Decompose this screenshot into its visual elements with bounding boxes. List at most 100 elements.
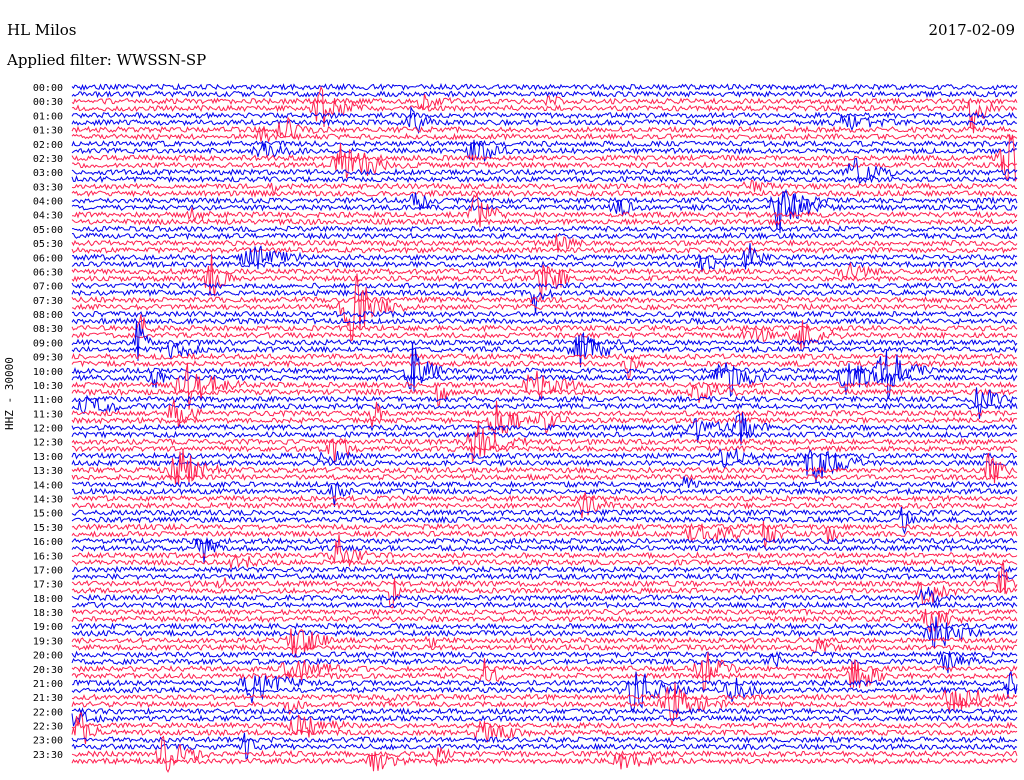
trace-row-1 [71,89,1018,99]
row-label: 11:30 [33,409,63,420]
trace-row-89 [71,710,1018,727]
trace-row-37 [71,331,1018,368]
trace-row-47 [71,400,1018,441]
trace-row-2 [71,93,1018,111]
trace-row-58 [71,494,1018,503]
trace-row-0 [71,82,1018,92]
row-label: 18:30 [33,608,63,619]
row-label: 09:30 [33,353,63,364]
trace-row-72 [71,586,1018,604]
station-title: HL Milos [7,21,77,39]
trace-row-27 [71,253,1018,299]
row-label: 11:00 [33,395,63,406]
row-label: 00:00 [33,83,63,94]
row-label: 05:00 [33,225,63,236]
trace-row-55 [71,473,1018,482]
row-label: 20:00 [33,651,63,662]
row-label: 06:30 [33,268,63,279]
row-label: 06:00 [33,253,63,264]
trace-row-52 [71,447,1017,469]
trace-row-53 [71,448,1018,483]
row-label: 12:00 [33,424,63,435]
trace-row-69 [71,572,1018,581]
trace-row-85 [71,671,1018,714]
row-label: 01:30 [33,126,63,137]
row-label: 00:30 [33,97,63,108]
trace-row-11 [72,142,1018,179]
trace-row-94 [71,735,1018,773]
trace-row-79 [71,639,1018,655]
trace-row-77 [71,616,1018,649]
trace-row-50 [71,420,1018,462]
row-label: 03:00 [33,168,63,179]
trace-row-63 [71,520,1018,549]
trace-row-5 [71,105,1018,135]
trace-row-24 [71,243,1018,270]
row-label: 17:30 [33,580,63,591]
trace-row-66 [71,534,1018,568]
trace-row-71 [71,577,1018,609]
row-label: 23:00 [33,736,63,747]
trace-group [71,82,1018,773]
row-label: 22:00 [33,707,63,718]
trace-row-36 [71,320,1018,361]
trace-row-9 [71,139,1018,162]
trace-row-87 [71,682,1018,726]
trace-row-18 [72,192,1018,228]
trace-row-23 [71,245,1018,255]
trace-row-76 [71,622,1018,631]
trace-row-44 [71,387,1018,419]
row-label: 20:30 [33,665,63,676]
trace-row-29 [71,288,1018,314]
trace-row-82 [71,651,1018,693]
trace-row-38 [71,352,1018,361]
row-label: 23:30 [33,750,63,761]
row-label-group: 00:00 00:30 01:00 01:30 02:00 02:30 03:00 03:30… [33,83,63,761]
trace-row-78 [71,628,1018,658]
trace-row-19 [71,217,1018,226]
trace-row-33 [71,317,1018,326]
trace-row-95 [71,751,1018,772]
trace-row-43 [71,383,1018,407]
trace-row-22 [71,233,1018,253]
trace-row-13 [71,175,1018,184]
trace-row-75 [71,608,1018,633]
trace-row-40 [71,342,1018,400]
row-label: 12:30 [33,438,63,449]
trace-row-31 [71,273,1018,342]
row-label: 05:30 [33,239,63,250]
row-label: 02:00 [33,140,63,151]
row-label: 21:30 [33,693,63,704]
row-label: 04:30 [33,211,63,222]
trace-row-30 [71,295,1018,304]
row-label: 09:00 [33,338,63,349]
trace-row-73 [71,601,1018,610]
row-label: 15:30 [33,523,63,534]
trace-row-70 [71,562,1018,595]
trace-row-42 [71,363,1018,410]
trace-row-48 [71,412,1018,446]
row-label: 03:30 [33,182,63,193]
trace-row-3 [71,85,1017,134]
date-label: 2017-02-09 [928,21,1015,39]
row-label: 04:00 [33,197,63,208]
row-label: 07:30 [33,296,63,307]
trace-row-49 [71,430,1018,439]
filter-label: Applied filter: WWSSN-SP [7,51,207,69]
row-label: 13:00 [33,452,63,463]
trace-row-64 [71,537,1018,546]
trace-row-51 [71,437,1018,464]
trace-row-17 [71,190,1018,234]
trace-row-93 [71,732,1018,760]
trace-row-28 [71,281,1018,290]
trace-row-56 [71,476,1018,489]
trace-row-14 [71,179,1018,196]
trace-row-8 [71,139,1018,148]
trace-row-59 [71,492,1018,519]
trace-row-90 [71,714,1018,738]
row-label: 13:30 [33,466,63,477]
trace-row-10 [71,134,1018,183]
trace-row-25 [71,255,1018,273]
trace-row-92 [71,735,1018,744]
